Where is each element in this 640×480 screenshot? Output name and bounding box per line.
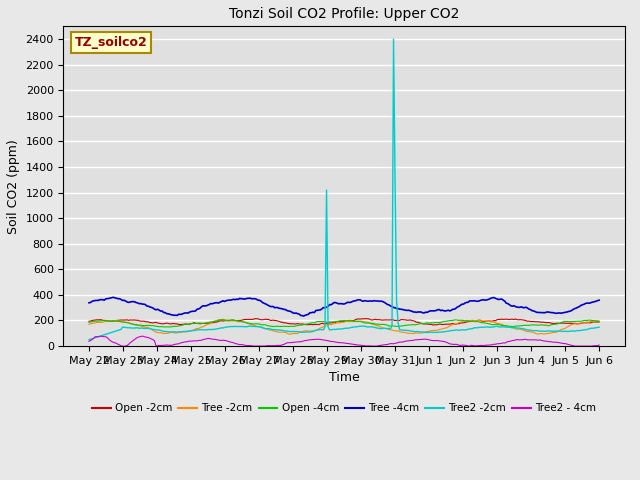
Title: Tonzi Soil CO2 Profile: Upper CO2: Tonzi Soil CO2 Profile: Upper CO2 <box>229 7 460 21</box>
Text: TZ_soilco2: TZ_soilco2 <box>75 36 147 49</box>
Legend: Open -2cm, Tree -2cm, Open -4cm, Tree -4cm, Tree2 -2cm, Tree2 - 4cm: Open -2cm, Tree -2cm, Open -4cm, Tree -4… <box>88 399 600 418</box>
Y-axis label: Soil CO2 (ppm): Soil CO2 (ppm) <box>7 139 20 234</box>
X-axis label: Time: Time <box>329 372 360 384</box>
